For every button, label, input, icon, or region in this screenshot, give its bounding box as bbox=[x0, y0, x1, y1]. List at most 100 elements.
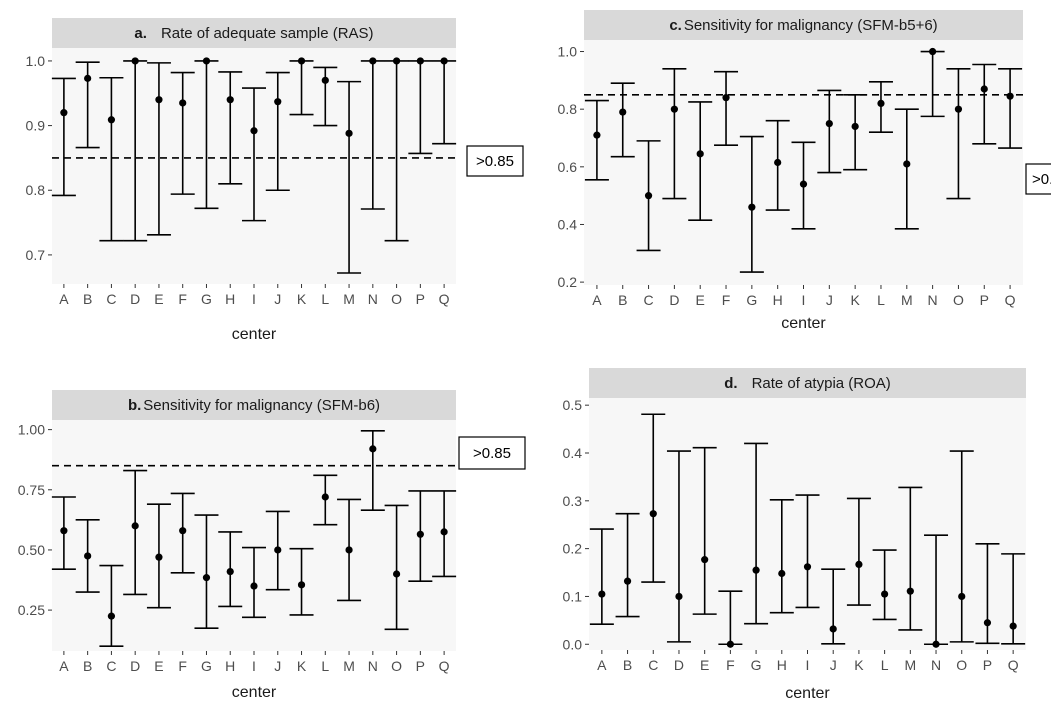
panel-strip bbox=[52, 18, 456, 48]
errorbar-J bbox=[821, 568, 846, 645]
errorbar-Q bbox=[998, 68, 1023, 149]
x-tick-label: G bbox=[201, 291, 212, 307]
errorbar-M bbox=[898, 486, 923, 631]
y-tick-label: 0.0 bbox=[563, 636, 583, 652]
errorbar-G bbox=[744, 442, 769, 625]
estimate-point bbox=[598, 590, 606, 598]
x-tick-label: L bbox=[321, 291, 329, 307]
errorbar-I bbox=[795, 494, 820, 609]
x-tick-label: B bbox=[618, 292, 627, 308]
errorbar-I bbox=[791, 141, 816, 230]
estimate-point bbox=[107, 612, 116, 620]
errorbar-I bbox=[242, 87, 266, 222]
estimate-point bbox=[345, 546, 353, 554]
x-tick-label: N bbox=[931, 657, 941, 673]
estimate-point bbox=[881, 590, 889, 598]
x-tick-label: F bbox=[178, 291, 187, 307]
x-tick-label: J bbox=[826, 292, 833, 308]
errorbar-D bbox=[123, 57, 148, 242]
errorbar-B bbox=[75, 61, 100, 149]
panel-title-prefix: d. bbox=[724, 375, 737, 392]
estimate-point bbox=[748, 203, 756, 211]
estimate-point bbox=[416, 530, 424, 538]
y-tick-label: 0.4 bbox=[558, 216, 578, 232]
threshold-label: >0.85 bbox=[476, 153, 514, 170]
errorbar-G bbox=[739, 135, 764, 273]
estimate-point bbox=[297, 57, 306, 65]
x-tick-label: D bbox=[669, 292, 679, 308]
x-tick-label: E bbox=[154, 658, 163, 674]
estimate-point bbox=[675, 592, 683, 601]
panel-title-text: Sensitivity for malignancy (SFM-b5+6) bbox=[684, 17, 938, 34]
errorbar-A bbox=[584, 99, 609, 181]
panel-b: b. Sensitivity for malignancy (SFM-b6) 0.2… bbox=[18, 390, 526, 701]
errorbar-M bbox=[894, 108, 919, 230]
x-tick-label: O bbox=[391, 291, 402, 307]
estimate-point bbox=[593, 131, 601, 139]
estimate-point bbox=[369, 445, 377, 453]
errorbar-B bbox=[75, 519, 100, 593]
x-axis-label: center bbox=[232, 326, 277, 343]
y-tick-label: 0.6 bbox=[558, 159, 578, 175]
estimate-point bbox=[1009, 622, 1017, 630]
x-tick-label: K bbox=[850, 292, 860, 308]
x-tick-label: B bbox=[623, 657, 632, 673]
x-tick-label: K bbox=[297, 291, 307, 307]
errorbar-A bbox=[51, 496, 76, 570]
panel-title-prefix: a. bbox=[134, 25, 147, 42]
panel-title-prefix: c. bbox=[669, 17, 682, 34]
x-tick-label: F bbox=[726, 657, 735, 673]
errorbar-L bbox=[313, 474, 338, 526]
estimate-point bbox=[670, 105, 678, 113]
errorbar-F bbox=[170, 492, 195, 574]
x-tick-label: H bbox=[773, 292, 783, 308]
errorbar-G bbox=[194, 57, 219, 210]
x-tick-label: D bbox=[130, 291, 140, 307]
x-tick-label: I bbox=[252, 291, 256, 307]
estimate-point bbox=[155, 553, 163, 561]
x-tick-label: G bbox=[201, 658, 212, 674]
errorbar-F bbox=[714, 70, 739, 147]
x-tick-label: P bbox=[416, 658, 425, 674]
estimate-point bbox=[84, 552, 92, 560]
errorbar-D bbox=[662, 68, 687, 200]
estimate-point bbox=[726, 640, 734, 648]
x-tick-label: N bbox=[368, 658, 378, 674]
estimate-point bbox=[929, 47, 937, 56]
errorbar-K bbox=[846, 497, 871, 606]
y-tick-label: 0.8 bbox=[558, 101, 578, 117]
x-tick-label: L bbox=[877, 292, 885, 308]
x-tick-label: K bbox=[297, 658, 307, 674]
errorbar-K bbox=[289, 547, 314, 616]
errorbar-K bbox=[843, 93, 868, 171]
panel-c: c. Sensitivity for malignancy (SFM-b5+6) 0… bbox=[558, 10, 1051, 332]
errorbar-K bbox=[289, 57, 314, 116]
estimate-point bbox=[202, 574, 211, 582]
estimate-point bbox=[799, 180, 808, 188]
x-axis-label: center bbox=[232, 684, 277, 701]
x-tick-label: Q bbox=[1008, 657, 1019, 673]
estimate-point bbox=[369, 57, 377, 65]
x-tick-label: J bbox=[274, 291, 281, 307]
estimate-point bbox=[954, 105, 963, 113]
x-tick-label: J bbox=[274, 658, 281, 674]
estimate-point bbox=[321, 493, 329, 501]
errorbar-C bbox=[99, 564, 124, 647]
estimate-point bbox=[774, 158, 782, 167]
estimate-point bbox=[274, 98, 282, 106]
errorbar-H bbox=[769, 499, 794, 614]
estimate-point bbox=[345, 129, 353, 137]
errorbar-H bbox=[218, 71, 243, 185]
y-tick-label: 0.1 bbox=[563, 588, 583, 604]
x-tick-label: A bbox=[59, 658, 69, 674]
errorbar-N bbox=[360, 57, 385, 210]
estimate-point bbox=[906, 587, 914, 595]
estimate-point bbox=[623, 577, 632, 585]
y-tick-label: 1.00 bbox=[18, 422, 45, 438]
threshold-label-box bbox=[466, 145, 524, 177]
estimate-point bbox=[829, 625, 837, 633]
x-tick-label: L bbox=[881, 657, 889, 673]
estimate-point bbox=[803, 563, 812, 571]
panel-title-prefix: b. bbox=[128, 397, 141, 414]
x-tick-label: H bbox=[777, 657, 787, 673]
